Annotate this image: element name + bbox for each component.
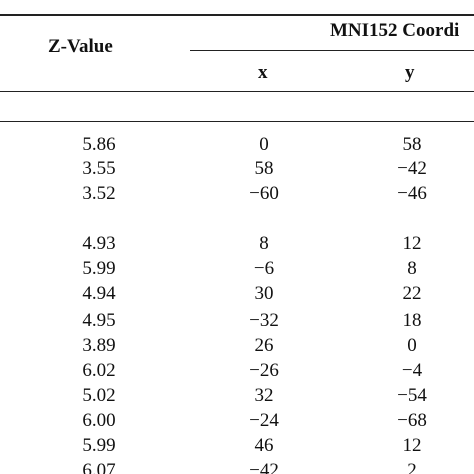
cell-z-value: 4.93 bbox=[82, 233, 116, 254]
cell-z-value: 5.99 bbox=[82, 258, 116, 279]
cell-z-value: 6.07 bbox=[82, 460, 116, 474]
cell-x: −60 bbox=[249, 183, 279, 204]
cell-x: 26 bbox=[254, 335, 274, 356]
cell-x: −42 bbox=[249, 460, 279, 474]
cell-x: 58 bbox=[254, 158, 274, 179]
section-rule bbox=[0, 121, 474, 122]
cell-x: 0 bbox=[259, 134, 269, 155]
cell-z-value: 5.02 bbox=[82, 385, 116, 406]
cell-z-value: 5.86 bbox=[82, 134, 116, 155]
cell-x: −6 bbox=[253, 258, 275, 279]
cell-y: −4 bbox=[401, 360, 423, 381]
cell-y: −46 bbox=[397, 183, 427, 204]
cell-y: 18 bbox=[402, 310, 422, 331]
cell-y: −68 bbox=[397, 410, 427, 431]
cell-y: 22 bbox=[402, 283, 422, 304]
cell-y: −42 bbox=[397, 158, 427, 179]
header-y: y bbox=[405, 62, 415, 83]
cell-x: 46 bbox=[254, 435, 274, 456]
top-rule bbox=[0, 14, 474, 16]
cell-y: 0 bbox=[407, 335, 417, 356]
header-bottom-rule bbox=[0, 91, 474, 92]
group-rule bbox=[190, 50, 474, 51]
cell-z-value: 3.52 bbox=[82, 183, 116, 204]
cell-z-value: 4.95 bbox=[82, 310, 116, 331]
cell-x: −24 bbox=[249, 410, 279, 431]
cell-y: 12 bbox=[402, 435, 422, 456]
cell-x: 30 bbox=[254, 283, 274, 304]
cell-x: 32 bbox=[254, 385, 274, 406]
cell-x: −32 bbox=[249, 310, 279, 331]
cell-z-value: 6.02 bbox=[82, 360, 116, 381]
cell-y: 8 bbox=[407, 258, 417, 279]
cell-y: −54 bbox=[397, 385, 427, 406]
cell-y: 58 bbox=[402, 134, 422, 155]
cell-x: 8 bbox=[259, 233, 269, 254]
header-mni152-coordinates: MNI152 Coordi bbox=[330, 20, 460, 41]
cell-z-value: 3.89 bbox=[82, 335, 116, 356]
header-x: x bbox=[258, 62, 268, 83]
cell-z-value: 6.00 bbox=[82, 410, 116, 431]
cell-z-value: 3.55 bbox=[82, 158, 116, 179]
cell-z-value: 5.99 bbox=[82, 435, 116, 456]
cell-x: −26 bbox=[249, 360, 279, 381]
cell-y: 12 bbox=[402, 233, 422, 254]
header-z-value: Z-Value bbox=[48, 36, 113, 57]
cell-z-value: 4.94 bbox=[82, 283, 116, 304]
cell-y: 2 bbox=[407, 460, 417, 474]
